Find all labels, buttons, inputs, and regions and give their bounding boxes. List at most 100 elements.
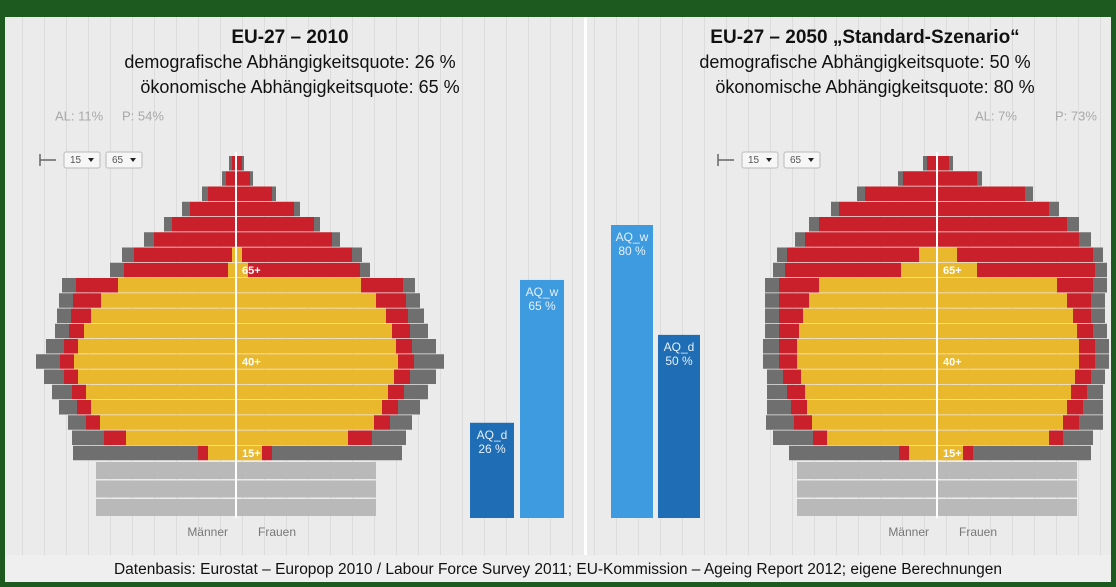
dropdown-value: 65 xyxy=(790,155,802,166)
pyramid-gray xyxy=(59,400,77,415)
pyramid-gray xyxy=(1079,415,1103,430)
pyramid-gray xyxy=(1091,369,1105,384)
pyramid-yellow xyxy=(236,430,348,445)
pyramid-red xyxy=(1075,369,1091,384)
pyramid-yellow xyxy=(236,445,262,461)
bar-value-label: 50 % xyxy=(665,354,693,368)
pyramid-under15 xyxy=(96,480,236,498)
pyramid-red xyxy=(361,278,403,293)
pyramid-red xyxy=(937,201,1049,217)
pyramid-yellow xyxy=(236,278,361,293)
pyramid-gray xyxy=(36,354,60,369)
pyramid-under15 xyxy=(937,462,1077,479)
bar-category: AQ_w xyxy=(526,285,559,299)
pyramid-yellow xyxy=(919,247,937,262)
pyramid-red xyxy=(262,445,272,461)
pyramid-yellow xyxy=(803,308,937,323)
pyramid-red xyxy=(172,217,236,232)
pyramid-red xyxy=(134,247,232,262)
pyramid-gray xyxy=(410,323,428,339)
pyramid-gray xyxy=(1093,247,1103,262)
pyramid-red xyxy=(937,217,1067,232)
pyramid-yellow xyxy=(236,247,242,262)
pyramid-gray xyxy=(977,171,982,186)
pyramid-red xyxy=(71,308,91,323)
bar xyxy=(520,279,564,518)
bar-value-label: 65 % xyxy=(528,299,556,313)
pyramid-red xyxy=(348,430,372,445)
bar-value-label: 80 % xyxy=(618,244,646,258)
pyramid-red xyxy=(903,171,937,186)
pyramid-red xyxy=(937,156,949,171)
pyramid-gray xyxy=(1083,400,1103,415)
pyramid-red xyxy=(805,232,937,247)
pyramid-gray xyxy=(44,369,64,384)
panel-subtitle: demografische Abhängigkeitsquote: 50 % xyxy=(699,52,1030,72)
pyramid-yellow xyxy=(236,354,398,369)
pyramid-red xyxy=(977,262,1095,278)
pyramid-gray xyxy=(314,217,320,232)
pyramid-red xyxy=(386,308,408,323)
pyramid-gray xyxy=(1095,339,1109,354)
pyramid-yellow xyxy=(805,384,937,400)
pyramid-red xyxy=(394,369,410,384)
pyramid-red xyxy=(865,186,937,201)
pyramid-yellow xyxy=(236,400,382,415)
pyramid-red xyxy=(242,247,352,262)
bar-category: AQ_w xyxy=(616,230,649,244)
pyramid-red xyxy=(382,400,398,415)
pyramid-red xyxy=(787,247,919,262)
pyramid-gray xyxy=(73,445,198,461)
pyramid-gray xyxy=(403,278,415,293)
pyramid-gray xyxy=(406,293,420,308)
pyramid-yellow xyxy=(118,278,236,293)
pyramid-yellow xyxy=(937,384,1071,400)
pyramid-gray xyxy=(55,323,69,339)
panel-title: EU-27 – 2010 xyxy=(231,27,348,48)
pyramid-yellow xyxy=(236,323,392,339)
pyramid-red xyxy=(77,400,91,415)
pyramid-yellow xyxy=(236,308,386,323)
pyramid-gray xyxy=(1095,262,1107,278)
pyramid-red xyxy=(794,415,812,430)
sex-label: Männer xyxy=(888,525,929,539)
pyramid-red xyxy=(86,415,100,430)
pyramid-gray xyxy=(857,186,865,201)
pyramid-gray xyxy=(242,156,244,171)
pyramid-yellow xyxy=(937,247,957,262)
pyramid-red xyxy=(957,247,1093,262)
pyramid-gray xyxy=(122,247,134,262)
pyramid-red xyxy=(396,339,412,354)
pyramid-gray xyxy=(57,308,71,323)
pyramid-gray xyxy=(949,156,953,171)
bar xyxy=(470,422,514,518)
pyramid-red xyxy=(208,186,236,201)
pyramid-gray xyxy=(763,339,779,354)
pyramid-red xyxy=(236,156,242,171)
al-label: AL: 7% xyxy=(975,108,1017,123)
pyramid-gray xyxy=(408,308,424,323)
pyramid-under15 xyxy=(797,499,937,516)
pyramid-red xyxy=(779,354,797,369)
pyramid-red xyxy=(124,262,228,278)
pyramid-gray xyxy=(398,400,420,415)
pyramid-red xyxy=(1079,339,1095,354)
pyramid-gray xyxy=(763,354,779,369)
pyramid-yellow xyxy=(937,278,1057,293)
pyramid-gray xyxy=(1091,308,1105,323)
pyramid-yellow xyxy=(807,400,937,415)
pyramid-yellow xyxy=(937,293,1067,308)
sex-label: Frauen xyxy=(959,525,997,539)
pyramid-gray xyxy=(46,339,64,354)
pyramid-gray xyxy=(1079,232,1091,247)
pyramid-red xyxy=(927,156,937,171)
age-label: 15+ xyxy=(943,448,962,460)
pyramid-yellow xyxy=(937,369,1075,384)
pyramid-red xyxy=(226,171,236,186)
pyramid-red xyxy=(1071,384,1087,400)
pyramid-red xyxy=(69,323,84,339)
pyramid-gray xyxy=(773,430,813,445)
pyramid-yellow xyxy=(236,262,248,278)
pyramid-yellow xyxy=(91,400,236,415)
pyramid-gray xyxy=(973,445,1091,461)
